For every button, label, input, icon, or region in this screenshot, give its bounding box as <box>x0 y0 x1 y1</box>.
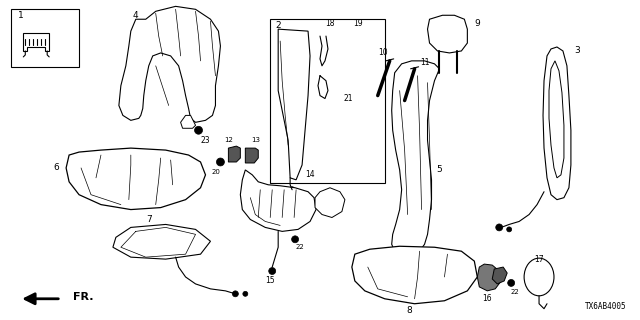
Text: 2: 2 <box>275 21 281 30</box>
Text: 3: 3 <box>574 46 580 55</box>
Circle shape <box>292 236 299 243</box>
Circle shape <box>289 211 295 217</box>
Text: 1: 1 <box>19 11 24 20</box>
Ellipse shape <box>524 258 554 296</box>
Polygon shape <box>113 224 211 259</box>
Polygon shape <box>23 33 49 51</box>
Text: 14: 14 <box>305 170 315 180</box>
Circle shape <box>216 158 225 166</box>
Text: 11: 11 <box>420 58 429 67</box>
Polygon shape <box>543 47 571 200</box>
Text: 23: 23 <box>201 136 211 145</box>
Text: 18: 18 <box>325 19 335 28</box>
Polygon shape <box>352 246 477 304</box>
Text: 8: 8 <box>407 306 413 315</box>
Text: 12: 12 <box>224 137 233 143</box>
Text: 7: 7 <box>146 215 152 224</box>
Text: FR.: FR. <box>73 292 93 302</box>
Polygon shape <box>278 29 310 180</box>
Text: 17: 17 <box>534 255 544 264</box>
Circle shape <box>508 279 515 286</box>
Text: 22: 22 <box>296 244 305 250</box>
Polygon shape <box>228 146 241 162</box>
Text: 21: 21 <box>343 94 353 103</box>
Polygon shape <box>549 61 564 178</box>
Circle shape <box>195 126 202 134</box>
Circle shape <box>496 224 502 231</box>
Text: 13: 13 <box>251 137 260 143</box>
Text: TX6AB4005: TX6AB4005 <box>585 302 627 311</box>
Text: 15: 15 <box>266 276 275 285</box>
Text: 5: 5 <box>436 165 442 174</box>
Circle shape <box>232 291 238 297</box>
Polygon shape <box>119 6 220 122</box>
Polygon shape <box>477 264 501 291</box>
Polygon shape <box>492 267 507 284</box>
Text: 20: 20 <box>211 169 220 175</box>
Text: 4: 4 <box>133 11 139 20</box>
Text: 19: 19 <box>353 19 363 28</box>
Text: 16: 16 <box>483 294 492 303</box>
Circle shape <box>289 203 295 209</box>
Polygon shape <box>428 15 467 53</box>
Polygon shape <box>392 61 440 254</box>
Bar <box>270 19 385 183</box>
Text: 22: 22 <box>511 289 520 295</box>
Circle shape <box>507 227 511 232</box>
Polygon shape <box>180 116 196 128</box>
Text: 9: 9 <box>474 19 480 28</box>
Circle shape <box>289 195 295 201</box>
Polygon shape <box>315 188 345 218</box>
Circle shape <box>289 187 295 193</box>
Bar <box>12 9 79 67</box>
Text: 10: 10 <box>378 48 388 57</box>
Polygon shape <box>245 148 259 163</box>
Polygon shape <box>241 170 316 231</box>
Polygon shape <box>66 148 205 210</box>
Circle shape <box>243 291 248 296</box>
Text: 6: 6 <box>53 164 59 172</box>
Circle shape <box>269 268 276 275</box>
